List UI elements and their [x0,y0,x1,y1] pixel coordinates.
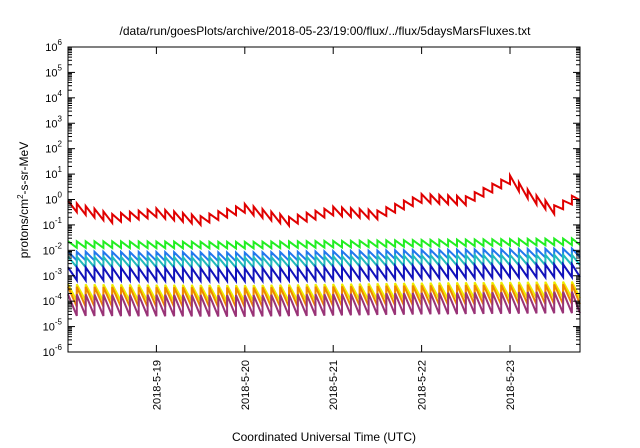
y-tick-exponent: -4 [55,292,63,301]
y-tick-base: 10 [43,347,55,359]
y-tick-base: 10 [45,195,57,207]
y-tick-exponent: -5 [55,318,63,327]
y-tick-exponent: -3 [55,267,63,276]
series-layer [67,171,581,318]
y-tick-label: 10-4 [43,292,63,308]
x-tick-label: 2018-5-22 [417,360,429,410]
y-tick-label: 103 [45,114,62,130]
x-tick-label: 2018-5-19 [151,360,163,410]
y-tick-label: 105 [45,63,62,79]
x-tick-label: 2018-5-20 [240,360,252,410]
y-tick-exponent: 2 [58,140,63,149]
series-line-1 [67,171,581,229]
y-tick-exponent: 3 [58,114,63,123]
y-tick-exponent: -6 [55,343,63,352]
x-tick-label: 2018-5-23 [505,360,517,410]
y-tick-exponent: 1 [58,165,63,174]
y-tick-label: 10-5 [43,318,63,334]
y-tick-label: 101 [45,165,62,181]
y-tick-base: 10 [45,67,57,79]
series-line-8 [67,291,581,318]
y-axis-label-sup: 2 [16,194,25,199]
y-tick-label: 10-6 [43,343,63,359]
y-tick-base: 10 [43,322,55,334]
y-tick-exponent: -1 [55,216,63,225]
x-tick-label: 2018-5-21 [328,360,340,410]
y-tick-base: 10 [43,271,55,283]
y-axis-label-base: protons/cm [17,199,31,258]
x-axis: 2018-5-19 2018-5-20 2018-5-21 2018-5-22 2018… [151,47,517,410]
y-tick-exponent: 4 [58,89,63,98]
y-tick-exponent: 0 [58,191,63,200]
y-axis-label: protons/cm2-s-sr-MeV [16,142,31,258]
series-line-2 [67,236,581,251]
y-tick-label: 10-1 [43,216,63,232]
y-axis: 10-610-510-410-310-210-11001011021031041… [43,38,580,359]
series-line-5 [67,260,581,285]
x-axis-label: Coordinated Universal Time (UTC) [232,430,416,444]
chart-title: /data/run/goesPlots/archive/2018-05-23/1… [120,24,532,38]
y-tick-exponent: 5 [58,63,63,72]
y-tick-label: 100 [45,191,62,207]
y-tick-base: 10 [45,118,57,130]
y-tick-label: 104 [45,89,62,105]
y-tick-base: 10 [43,220,55,232]
y-tick-base: 10 [45,144,57,156]
y-tick-base: 10 [45,42,57,54]
y-tick-exponent: -2 [55,241,63,250]
y-tick-base: 10 [45,169,57,181]
y-tick-base: 10 [43,245,55,257]
y-tick-label: 10-3 [43,267,63,283]
y-tick-base: 10 [43,296,55,308]
y-tick-base: 10 [45,93,57,105]
y-tick-label: 10-2 [43,241,63,257]
y-tick-label: 102 [45,140,62,156]
y-tick-exponent: 6 [58,38,63,47]
series-line-4 [67,251,581,271]
y-axis-label-rest: -s-sr-MeV [17,142,31,195]
y-tick-label: 106 [45,38,62,54]
